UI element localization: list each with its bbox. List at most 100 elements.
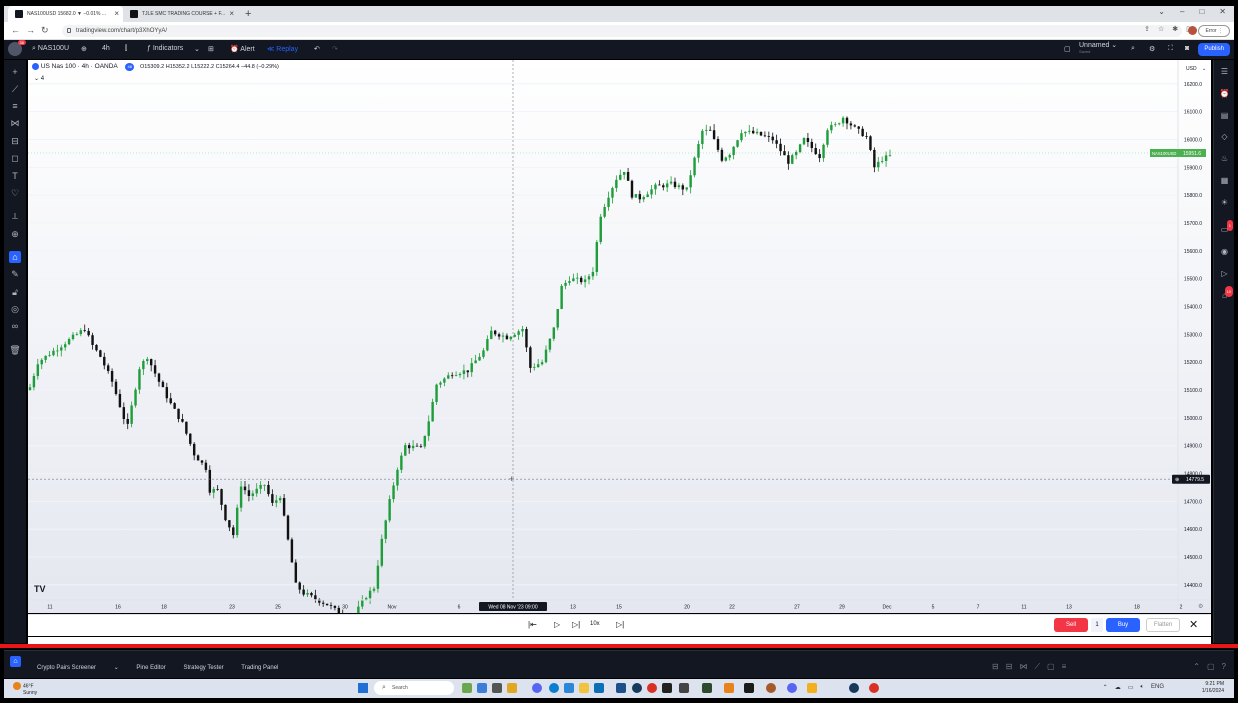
- redo-icon[interactable]: ↷: [332, 46, 338, 53]
- icons-tool-heart-icon[interactable]: ♡: [10, 188, 20, 198]
- rectangle-icon[interactable]: ▢: [1047, 662, 1055, 671]
- settings-gear-icon[interactable]: ⚙: [1149, 46, 1156, 53]
- long-position-icon[interactable]: ⊟: [992, 662, 999, 671]
- edge-icon[interactable]: [549, 683, 559, 693]
- browser-tab-active[interactable]: NAS100USD 15682.0 ▼ −0.01% ... ×: [8, 6, 123, 22]
- calendar-icon[interactable]: ▦: [1220, 176, 1229, 185]
- trash-icon[interactable]: 🗑︎: [9, 345, 21, 355]
- error-button[interactable]: Error ⋮: [1198, 25, 1230, 37]
- stay-in-drawing-mode-icon[interactable]: ✎: [11, 269, 19, 279]
- extensions-icon[interactable]: ✱: [1172, 26, 1179, 33]
- browser-tab[interactable]: TJLE SMC TRADING COURSE + F... ×: [123, 6, 238, 22]
- crosshair-icon[interactable]: +: [12, 67, 18, 77]
- notifications-bell-icon[interactable]: ⌂ 10: [1219, 286, 1233, 301]
- lock-drawings-icon[interactable]: 🔓︎: [12, 287, 18, 297]
- minimize-icon[interactable]: –: [1180, 7, 1185, 16]
- replay-speed[interactable]: 10x: [590, 621, 600, 627]
- windows-start-icon[interactable]: [358, 683, 368, 693]
- clock[interactable]: 9:21 PM 1/16/2024: [1201, 681, 1224, 694]
- tab-strategy-tester[interactable]: Strategy Tester: [183, 665, 224, 671]
- hotlists-flame-icon[interactable]: ♨: [1220, 154, 1229, 163]
- alert-button[interactable]: ⏰ Alert: [230, 46, 255, 53]
- onedrive-icon[interactable]: ☁: [1114, 685, 1121, 691]
- language-indicator[interactable]: ENG: [1150, 684, 1164, 690]
- sell-button[interactable]: Sell: [1054, 618, 1088, 632]
- hide-drawings-icon[interactable]: ◎: [11, 304, 19, 314]
- play-icon[interactable]: ▷: [554, 620, 561, 629]
- bitcoin-icon[interactable]: [724, 683, 734, 693]
- geometric-shapes-icon[interactable]: ◻: [11, 153, 19, 163]
- chevron-up-icon[interactable]: ⌃: [1102, 685, 1108, 691]
- chart-type-candles-icon[interactable]: ⫿: [125, 45, 128, 52]
- chats-icon[interactable]: ▭ 1: [1219, 220, 1233, 235]
- app-icon[interactable]: [807, 683, 817, 693]
- replay-button[interactable]: ≪ Replay: [267, 46, 299, 53]
- prediction-tool-icon[interactable]: ⊟: [11, 136, 19, 146]
- alerts-clock-icon[interactable]: ⏰: [1219, 89, 1230, 98]
- help-icon[interactable]: ?: [1221, 662, 1226, 671]
- fib-icon[interactable]: ≡: [1061, 662, 1067, 671]
- price-chart[interactable]: + 16200.016100.016000.015900.015800.0157…: [28, 60, 1211, 613]
- watchlist-icon[interactable]: ☰: [1220, 67, 1229, 76]
- task-view-icon[interactable]: [492, 683, 502, 693]
- url-field[interactable]: tradingview.com/chart/p3XhOYyA/: [62, 25, 1182, 37]
- indicators-collapse-toggle[interactable]: ⌄ 4: [34, 76, 45, 82]
- new-tab-button[interactable]: +: [245, 8, 252, 20]
- ideas-lightbulb-icon[interactable]: ☀: [1220, 198, 1229, 207]
- indicators-button[interactable]: ƒ Indicators: [147, 45, 184, 52]
- close-window-icon[interactable]: ✕: [1219, 7, 1226, 16]
- steam-icon[interactable]: [632, 683, 642, 693]
- weather-widget[interactable]: 46°F Sunny: [13, 682, 37, 696]
- jump-to-start-icon[interactable]: |⇤: [528, 620, 537, 629]
- quick-search-icon[interactable]: ⌕: [1131, 45, 1135, 52]
- play-stream-icon[interactable]: ▷: [1221, 269, 1228, 278]
- text-tool-icon[interactable]: T: [12, 171, 18, 181]
- layout-icon[interactable]: ▢: [1064, 46, 1071, 53]
- symbol-search-button[interactable]: ⌕ NAS100U: [32, 45, 70, 52]
- network-icon[interactable]: ▭: [1127, 685, 1134, 691]
- close-replay-icon[interactable]: ✕: [1189, 619, 1199, 631]
- pattern-icon[interactable]: ⋈: [1019, 662, 1028, 671]
- panel-toggle-icon[interactable]: ⌂: [10, 656, 21, 667]
- app-icon[interactable]: [787, 683, 797, 693]
- close-tab-icon[interactable]: ×: [229, 9, 234, 18]
- line-icon[interactable]: ⟋: [1034, 662, 1041, 671]
- store-icon[interactable]: [594, 683, 604, 693]
- folder-icon[interactable]: [579, 683, 589, 693]
- mail-icon[interactable]: [564, 683, 574, 693]
- tab-trading-panel[interactable]: Trading Panel: [241, 665, 279, 671]
- chart-pane[interactable]: + 16200.0 16100.0 16000.0 15900.0 15800.0 157…: [28, 60, 1211, 613]
- tab-search-icon[interactable]: ⌄: [1158, 7, 1165, 16]
- user-menu-avatar[interactable]: 36: [8, 40, 26, 56]
- undo-icon[interactable]: ↶: [314, 46, 320, 53]
- object-tree-layers-icon[interactable]: ◇: [1221, 132, 1228, 141]
- pattern-tool-icon[interactable]: ⋈: [10, 118, 20, 128]
- forward-icon[interactable]: →: [26, 25, 35, 35]
- link-icon[interactable]: ∞: [11, 321, 19, 331]
- streams-icon[interactable]: ◉: [1221, 247, 1228, 256]
- compare-add-symbol-icon[interactable]: ⊕: [81, 46, 87, 53]
- data-window-icon[interactable]: ▤: [1220, 111, 1229, 120]
- bookmark-star-icon[interactable]: ☆: [1157, 26, 1165, 33]
- taskbar-search[interactable]: ⌕ Search: [374, 681, 454, 695]
- fib-tool-icon[interactable]: ≡: [12, 101, 18, 111]
- collapse-icon[interactable]: ⌃: [1193, 662, 1200, 671]
- interval-button[interactable]: 4h: [102, 45, 110, 52]
- magnet-icon[interactable]: ⌂: [9, 251, 21, 263]
- quantity-field[interactable]: 1: [1091, 618, 1103, 632]
- app-icon[interactable]: [477, 683, 487, 693]
- app-icon[interactable]: [616, 683, 626, 693]
- app-icon[interactable]: [766, 683, 776, 693]
- back-icon[interactable]: ←: [11, 25, 20, 35]
- app-icon[interactable]: [662, 683, 672, 693]
- app-icon[interactable]: [702, 683, 712, 693]
- short-position-icon[interactable]: ⊟: [1005, 662, 1013, 671]
- app-icon[interactable]: [744, 683, 754, 693]
- close-tab-icon[interactable]: ×: [114, 9, 119, 18]
- templates-icon[interactable]: ⊞: [208, 46, 214, 53]
- discord-icon[interactable]: [532, 683, 542, 693]
- trendline-icon[interactable]: ⟋: [11, 84, 19, 94]
- tab-pine-editor[interactable]: Pine Editor: [136, 665, 166, 671]
- widgets-icon[interactable]: [462, 683, 472, 693]
- legend-symbol-title[interactable]: US Nas 100 · 4h · OANDA: [40, 63, 118, 71]
